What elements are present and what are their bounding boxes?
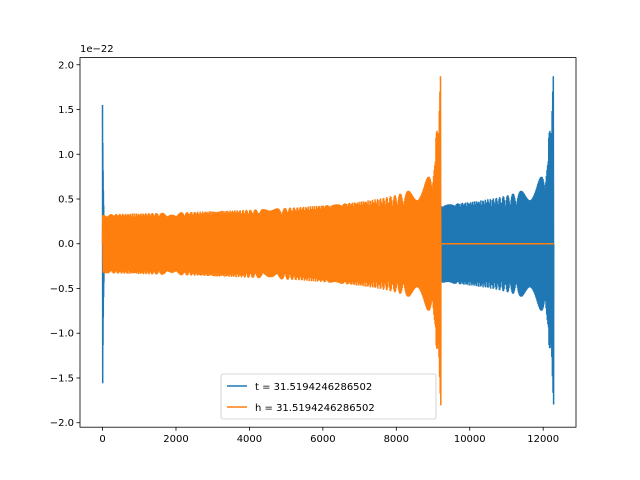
- y-tick-label: 1.5: [58, 105, 74, 116]
- y-tick-label: 2.0: [58, 60, 74, 71]
- y-tick-label: 1.0: [58, 150, 74, 161]
- x-tick-label: 2000: [163, 434, 188, 445]
- y-tick-label: −1.0: [50, 329, 74, 340]
- legend-label-t: t = 31.5194246286502: [255, 382, 372, 393]
- y-axis: −2.0 −1.5 −1.0 −0.5 0.0 0.5 1.0 1.5 2.0: [50, 60, 80, 429]
- y-tick-label: 0.0: [58, 239, 74, 250]
- y-tick-label: −2.0: [50, 418, 74, 429]
- x-axis: 0 2000 4000 6000 8000 10000 12000: [99, 427, 559, 445]
- plot-area: [101, 76, 555, 406]
- legend: t = 31.5194246286502 h = 31.519424628650…: [220, 373, 437, 420]
- x-tick-label: 10000: [454, 434, 486, 445]
- y-scale-label: 1e−22: [80, 44, 114, 55]
- x-tick-label: 12000: [527, 434, 559, 445]
- x-tick-label: 8000: [384, 434, 409, 445]
- legend-box: [220, 373, 437, 420]
- x-tick-label: 0: [99, 434, 105, 445]
- legend-label-h: h = 31.5194246286502: [255, 403, 375, 414]
- y-tick-label: −0.5: [50, 284, 74, 295]
- x-tick-label: 6000: [310, 434, 335, 445]
- axes-frame: [79, 57, 577, 428]
- series-h-line: [101, 76, 554, 406]
- y-tick-label: −1.5: [50, 373, 74, 384]
- y-tick-label: 0.5: [58, 194, 74, 205]
- x-tick-label: 4000: [237, 434, 262, 445]
